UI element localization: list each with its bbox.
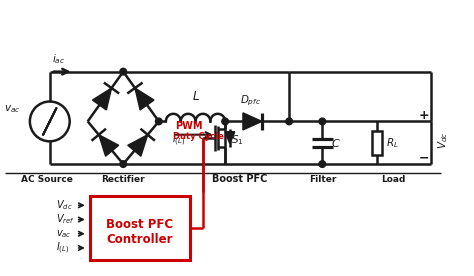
Text: $I_{(L)}$: $I_{(L)}$ — [172, 133, 185, 148]
Bar — [90, 196, 190, 260]
Text: $v_{ac}$: $v_{ac}$ — [56, 228, 72, 240]
Circle shape — [319, 161, 326, 167]
Text: Rectifier: Rectifier — [101, 175, 145, 184]
Text: $i_{ac}$: $i_{ac}$ — [52, 52, 65, 66]
Polygon shape — [128, 135, 148, 156]
Text: $v_{ac}$: $v_{ac}$ — [4, 104, 20, 115]
Polygon shape — [99, 135, 118, 156]
Text: PWM: PWM — [175, 121, 203, 131]
Text: Duty Cycle: Duty Cycle — [173, 132, 224, 141]
Text: Boost PFC: Boost PFC — [106, 219, 173, 232]
Text: $S_1$: $S_1$ — [231, 134, 244, 147]
Text: Load: Load — [381, 175, 406, 184]
Circle shape — [286, 118, 292, 125]
Text: Controller: Controller — [107, 233, 173, 246]
Text: $I_{(L)}$: $I_{(L)}$ — [56, 240, 69, 256]
Text: Filter: Filter — [309, 175, 336, 184]
Text: AC Source: AC Source — [21, 175, 73, 184]
Text: $V_{ref}$: $V_{ref}$ — [56, 213, 75, 226]
Polygon shape — [243, 113, 262, 130]
Circle shape — [120, 161, 127, 167]
Circle shape — [319, 118, 326, 125]
Circle shape — [155, 118, 162, 125]
Bar — [372, 131, 382, 155]
Text: −: − — [419, 152, 429, 165]
Circle shape — [222, 118, 228, 125]
Text: +: + — [419, 109, 429, 122]
Text: $V_{dc}$: $V_{dc}$ — [436, 132, 450, 149]
Circle shape — [120, 68, 127, 75]
Polygon shape — [225, 132, 235, 144]
Text: $C$: $C$ — [331, 137, 341, 149]
Text: $L$: $L$ — [191, 91, 200, 104]
Text: $R_L$: $R_L$ — [386, 136, 399, 150]
Text: $V_{dc}$: $V_{dc}$ — [56, 198, 73, 212]
Text: $D_{pfc}$: $D_{pfc}$ — [239, 94, 261, 108]
Polygon shape — [135, 88, 154, 110]
Polygon shape — [92, 88, 111, 110]
Text: Boost PFC: Boost PFC — [212, 174, 267, 184]
